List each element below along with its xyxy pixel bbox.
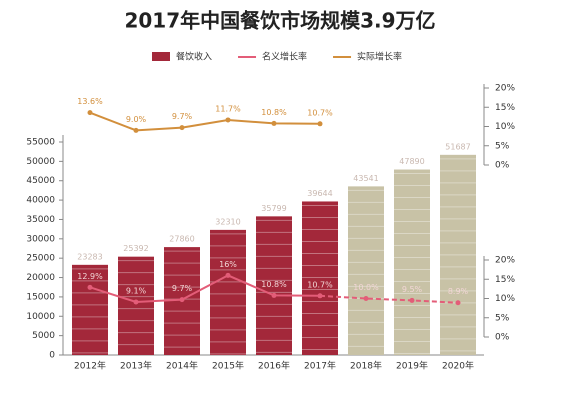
bar bbox=[302, 201, 338, 355]
value-label: 43541 bbox=[353, 174, 378, 183]
value-label: 9.5% bbox=[402, 285, 423, 294]
x-tick-label: 2013年 bbox=[120, 360, 152, 372]
line bbox=[319, 294, 459, 304]
y2-tick-label: 5% bbox=[495, 141, 510, 151]
y-tick-label: 40000 bbox=[26, 196, 55, 206]
value-label: 51687 bbox=[445, 142, 470, 151]
point bbox=[87, 110, 93, 116]
y2-tick-label: 15% bbox=[495, 103, 515, 113]
x-tick-label: 2018年 bbox=[350, 360, 382, 372]
point bbox=[225, 117, 231, 123]
y3-tick-label: 5% bbox=[495, 313, 510, 323]
point bbox=[133, 127, 139, 133]
value-label: 9.7% bbox=[172, 112, 193, 121]
bar bbox=[394, 169, 430, 355]
legend-label: 名义增长率 bbox=[262, 51, 307, 63]
x-tick-label: 2014年 bbox=[166, 360, 198, 372]
point bbox=[179, 125, 185, 131]
value-label: 13.6% bbox=[77, 97, 103, 106]
x-tick-label: 2016年 bbox=[258, 360, 290, 372]
value-label: 16% bbox=[219, 260, 237, 269]
value-label: 12.9% bbox=[77, 272, 103, 281]
point bbox=[133, 299, 139, 305]
point bbox=[271, 120, 277, 126]
line bbox=[89, 274, 321, 303]
y3-tick-label: 15% bbox=[495, 275, 515, 285]
value-label: 9.7% bbox=[172, 284, 193, 293]
y-tick-label: 10000 bbox=[26, 312, 55, 322]
point bbox=[409, 297, 415, 303]
point bbox=[317, 293, 323, 299]
y-tick-label: 0 bbox=[49, 351, 55, 361]
x-tick-label: 2020年 bbox=[442, 360, 474, 372]
value-label: 10.8% bbox=[261, 108, 287, 117]
value-label: 9.1% bbox=[126, 286, 147, 295]
value-label: 10.8% bbox=[261, 280, 287, 289]
value-label: 23283 bbox=[77, 252, 102, 261]
x-tick-label: 2015年 bbox=[212, 360, 244, 372]
value-label: 25392 bbox=[123, 244, 148, 253]
x-tick-label: 2012年 bbox=[74, 360, 106, 372]
bar bbox=[72, 264, 108, 355]
y3-tick-label: 0% bbox=[495, 333, 510, 343]
chart-title: 2017年中国餐饮市场规模3.9万亿 bbox=[124, 9, 435, 33]
value-label: 10.7% bbox=[307, 280, 333, 289]
y-tick-label: 35000 bbox=[26, 215, 55, 225]
y-tick-label: 45000 bbox=[26, 176, 55, 186]
bar bbox=[210, 229, 246, 355]
point bbox=[317, 121, 323, 127]
value-label: 10.0% bbox=[353, 283, 379, 292]
line bbox=[89, 111, 321, 132]
bar bbox=[440, 154, 476, 355]
value-label: 10.7% bbox=[307, 108, 333, 117]
point bbox=[87, 284, 93, 290]
point bbox=[225, 272, 231, 278]
y2-tick-label: 0% bbox=[495, 161, 510, 171]
value-label: 32310 bbox=[215, 217, 240, 226]
point bbox=[179, 297, 185, 303]
y-tick-label: 50000 bbox=[26, 157, 55, 167]
bar bbox=[256, 216, 292, 355]
point bbox=[363, 296, 369, 301]
point bbox=[455, 300, 461, 306]
legend-label: 实际增长率 bbox=[357, 51, 402, 63]
value-label: 9.0% bbox=[126, 115, 147, 124]
value-label: 8.9% bbox=[448, 287, 469, 296]
y2-tick-label: 10% bbox=[495, 122, 515, 132]
y3-tick-label: 10% bbox=[495, 294, 515, 304]
value-label: 11.7% bbox=[215, 104, 241, 113]
point bbox=[271, 292, 277, 298]
y3-tick-label: 20% bbox=[495, 256, 515, 266]
y-tick-label: 25000 bbox=[26, 254, 55, 264]
x-tick-label: 2017年 bbox=[304, 360, 336, 372]
value-label: 35799 bbox=[261, 204, 286, 213]
bar bbox=[348, 186, 384, 355]
legend-swatch bbox=[152, 52, 170, 61]
value-label: 47890 bbox=[399, 157, 424, 166]
y-tick-label: 30000 bbox=[26, 234, 55, 244]
y-tick-label: 5000 bbox=[32, 331, 55, 341]
y-tick-label: 15000 bbox=[26, 292, 55, 302]
bar bbox=[118, 256, 154, 355]
x-tick-label: 2019年 bbox=[396, 360, 428, 372]
y-tick-label: 55000 bbox=[26, 138, 55, 148]
value-label: 39644 bbox=[307, 189, 332, 198]
legend-label: 餐饮收入 bbox=[176, 51, 212, 63]
value-label: 27860 bbox=[169, 235, 194, 244]
y-tick-label: 20000 bbox=[26, 273, 55, 283]
y2-tick-label: 20% bbox=[495, 84, 515, 94]
